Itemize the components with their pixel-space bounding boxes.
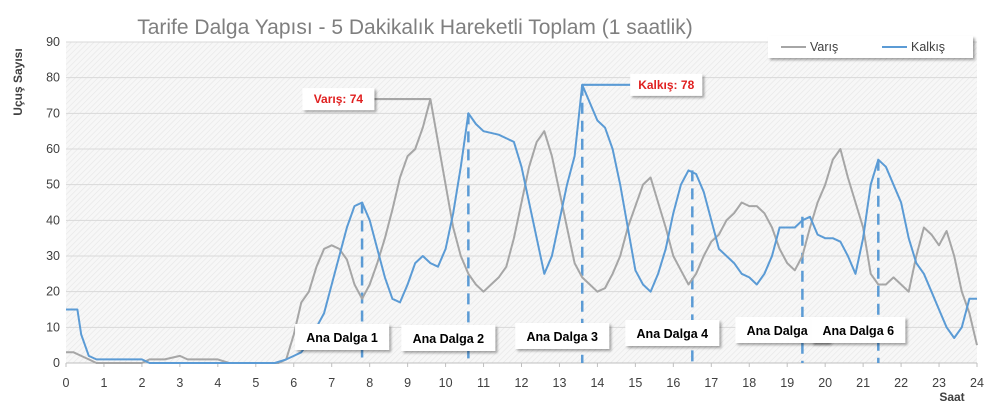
- x-tick-label: 19: [780, 376, 794, 390]
- x-axis-label: Saat: [939, 390, 964, 404]
- x-tick-label: 6: [290, 376, 297, 390]
- wave-label-1: Ana Dalga 1: [306, 331, 378, 345]
- y-tick-label: 30: [46, 249, 60, 263]
- x-tick-label: 8: [366, 376, 373, 390]
- x-tick-label: 16: [666, 376, 680, 390]
- peak-label-departure: Kalkış: 78: [638, 78, 694, 92]
- y-tick-label: 20: [46, 285, 60, 299]
- x-tick-label: 14: [590, 376, 604, 390]
- y-tick-label: 0: [53, 356, 60, 370]
- x-tick-label: 7: [328, 376, 335, 390]
- x-tick-label: 0: [63, 376, 70, 390]
- wave-label-box-3: [515, 323, 610, 349]
- wave-labels: Ana Dalga 1 Ana Dalga 2 Ana Dalga 3 Ana Dal…: [295, 317, 906, 351]
- x-tick-label: 18: [742, 376, 756, 390]
- x-tick-label: 5: [252, 376, 259, 390]
- x-tick-label: 10: [439, 376, 453, 390]
- series-lines: [66, 83, 978, 364]
- wave-label-5: Ana Dalga 5: [747, 324, 819, 338]
- y-tick-label: 70: [46, 106, 60, 120]
- peak-label-box-arrival: [302, 88, 375, 111]
- y-tick-label: 50: [46, 178, 60, 192]
- x-tick-labels: 0 1 2 3 4 5 6 7 8 9 10 11 12 13 14 15 16 17 18 19 20 21 22 23 24: [63, 363, 984, 390]
- x-tick-label: 20: [818, 376, 832, 390]
- x-tick-label: 23: [932, 376, 946, 390]
- wave-label-box-6: [811, 317, 906, 343]
- wave-label-box-2: [401, 325, 496, 351]
- peak-label-box-departure: [630, 73, 703, 96]
- x-tick-label: 2: [138, 376, 145, 390]
- chart-title: Tarife Dalga Yapısı - 5 Dakikalık Hareke…: [137, 16, 693, 39]
- wave-label-2: Ana Dalga 2: [413, 332, 485, 346]
- wave-label-4: Ana Dalga 4: [637, 327, 709, 341]
- peak-annotations: Varış: 74 Kalkış: 78: [302, 73, 703, 111]
- peak-label-arrival: Varış: 74: [314, 92, 364, 106]
- legend-label-departure: Kalkış: [911, 40, 945, 54]
- x-tick-label: 13: [553, 376, 567, 390]
- y-tick-label: 80: [46, 71, 60, 85]
- x-tick-label: 21: [856, 376, 870, 390]
- y-tick-label: 40: [46, 213, 60, 227]
- legend-label-arrival: Varış: [810, 40, 838, 54]
- y-tick-label: 60: [46, 142, 60, 156]
- x-tick-label: 1: [100, 376, 107, 390]
- series-line-departure: [66, 83, 977, 364]
- wave-label-6: Ana Dalga 6: [823, 324, 895, 338]
- x-tick-label: 3: [176, 376, 183, 390]
- x-tick-label: 22: [894, 376, 908, 390]
- x-tick-label: 9: [404, 376, 411, 390]
- y-tick-label: 90: [46, 35, 60, 49]
- wave-label-box-4: [625, 320, 720, 346]
- x-tick-label: 12: [515, 376, 529, 390]
- x-tick-label: 15: [628, 376, 642, 390]
- wave-label-box-1: [295, 324, 390, 350]
- legend-box: [768, 36, 973, 58]
- wave-label-3: Ana Dalga 3: [526, 330, 598, 344]
- y-axis-label: Uçuş Sayısı: [11, 48, 25, 115]
- legend: Varış Kalkış: [768, 36, 973, 58]
- x-tick-label: 24: [970, 376, 984, 390]
- x-tick-label: 17: [704, 376, 718, 390]
- x-tick-label: 4: [214, 376, 221, 390]
- y-tick-labels: 0 10 20 30 40 50 60 70 80 90: [46, 35, 60, 370]
- x-tick-label: 11: [477, 376, 490, 390]
- y-tick-label: 10: [46, 320, 60, 334]
